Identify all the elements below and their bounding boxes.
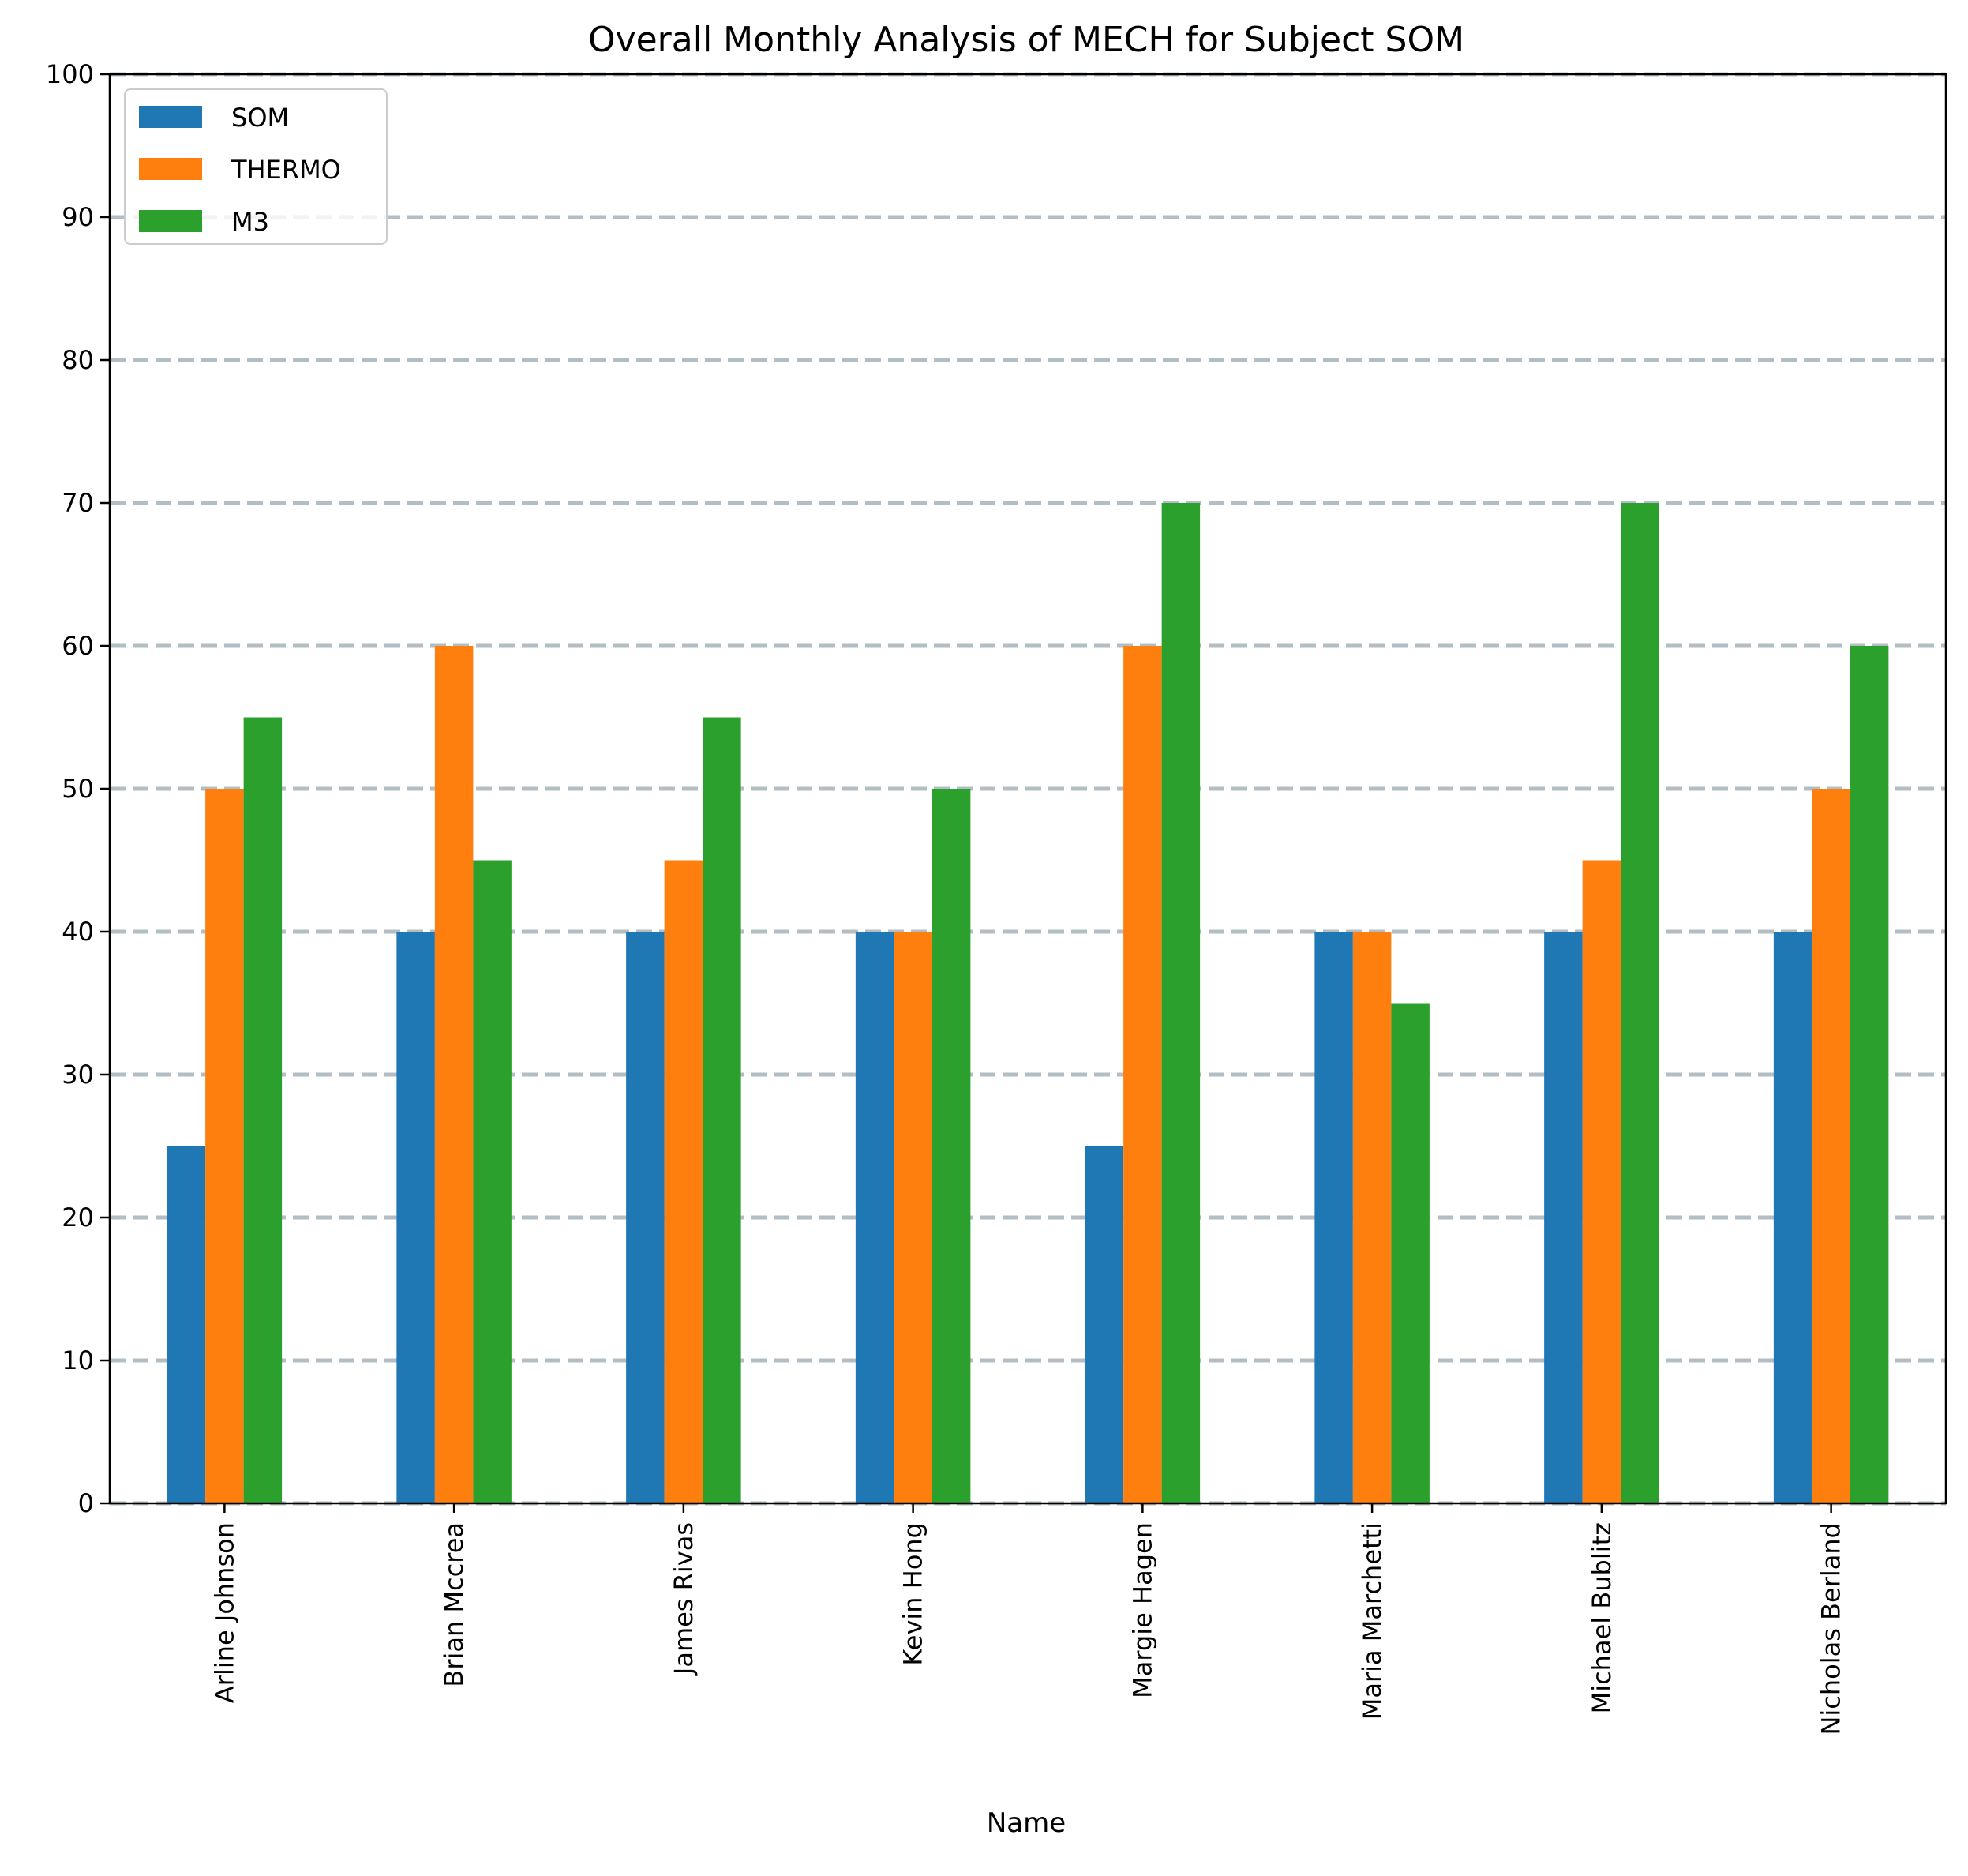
- y-tick-label-90: 90: [62, 202, 94, 232]
- y-axis-ticks: 0 10 20 30 40 50 60 70 80 90 100: [46, 59, 110, 1518]
- bar-thermo-margie-hagen: [1123, 646, 1162, 1503]
- x-tick-label-arline-johnson: Arline Johnson: [209, 1522, 239, 1703]
- y-tick-label-10: 10: [62, 1345, 94, 1375]
- x-axis-label: Name: [987, 1807, 1066, 1839]
- bar-som-kevin-hong: [855, 932, 894, 1503]
- bars: [167, 503, 1889, 1503]
- x-tick-label-james-rivas: James Rivas: [669, 1522, 699, 1676]
- y-tick-label-100: 100: [46, 59, 94, 89]
- x-tick-label-nicholas-berland: Nicholas Berland: [1816, 1522, 1846, 1735]
- bar-som-margie-hagen: [1085, 1146, 1124, 1503]
- legend-label-thermo: THERMO: [231, 155, 341, 185]
- bar-som-maria-marchetti: [1314, 932, 1353, 1503]
- bar-thermo-kevin-hong: [894, 932, 932, 1503]
- bar-thermo-brian-mccrea: [434, 646, 474, 1503]
- y-tick-label-0: 0: [78, 1488, 94, 1518]
- bar-m3-kevin-hong: [932, 789, 971, 1503]
- legend-label-m3: M3: [231, 207, 269, 237]
- y-tick-label-70: 70: [62, 488, 94, 518]
- bar-m3-arline-johnson: [243, 717, 283, 1503]
- chart-title: Overall Monthly Analysis of MECH for Sub…: [588, 20, 1464, 60]
- bar-thermo-michael-bublitz: [1582, 860, 1621, 1503]
- y-tick-label-20: 20: [62, 1203, 94, 1233]
- bar-m3-nicholas-berland: [1850, 646, 1889, 1503]
- x-tick-label-maria-marchetti: Maria Marchetti: [1357, 1522, 1387, 1720]
- x-tick-label-kevin-hong: Kevin Hong: [898, 1522, 928, 1666]
- y-tick-label-50: 50: [62, 774, 94, 804]
- bar-m3-brian-mccrea: [473, 860, 512, 1503]
- y-tick-label-40: 40: [62, 917, 94, 947]
- x-axis-ticks: Arline Johnson Brian Mccrea James Rivas Kev…: [209, 1503, 1846, 1735]
- bar-m3-maria-marchetti: [1391, 1003, 1430, 1503]
- legend-swatch-thermo: [139, 158, 202, 180]
- bar-m3-michael-bublitz: [1621, 503, 1659, 1503]
- x-tick-label-michael-bublitz: Michael Bublitz: [1587, 1522, 1617, 1713]
- bar-thermo-nicholas-berland: [1812, 789, 1850, 1503]
- y-tick-label-30: 30: [62, 1060, 94, 1090]
- bar-thermo-maria-marchetti: [1352, 932, 1392, 1503]
- x-tick-label-brian-mccrea: Brian Mccrea: [439, 1522, 469, 1687]
- legend-swatch-m3: [139, 210, 202, 232]
- bar-som-michael-bublitz: [1544, 932, 1583, 1503]
- bar-som-arline-johnson: [167, 1146, 206, 1503]
- bar-m3-margie-hagen: [1161, 503, 1201, 1503]
- legend: SOM THERMO M3: [124, 88, 388, 245]
- legend-label-som: SOM: [231, 103, 289, 133]
- y-tick-label-80: 80: [62, 345, 94, 375]
- bar-thermo-arline-johnson: [205, 789, 244, 1503]
- bar-m3-james-rivas: [703, 717, 741, 1503]
- bar-som-brian-mccrea: [396, 932, 435, 1503]
- x-tick-label-margie-hagen: Margie Hagen: [1127, 1522, 1157, 1698]
- legend-swatch-som: [139, 106, 202, 128]
- bar-thermo-james-rivas: [664, 860, 703, 1503]
- y-tick-label-60: 60: [62, 631, 94, 661]
- bar-som-nicholas-berland: [1773, 932, 1812, 1503]
- bar-som-james-rivas: [626, 932, 665, 1503]
